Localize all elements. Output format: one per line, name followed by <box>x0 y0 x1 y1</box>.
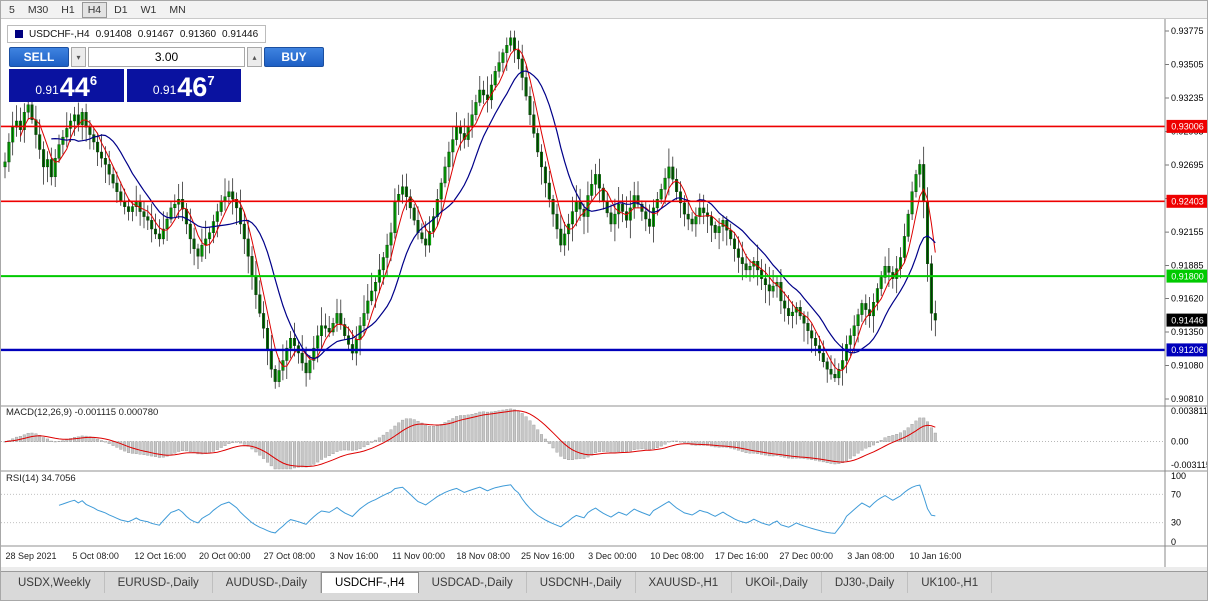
timeframe-button-m30[interactable]: M30 <box>27 3 49 16</box>
svg-text:10 Dec 08:00: 10 Dec 08:00 <box>650 551 704 561</box>
chart-tabs-bar: USDX,Weekly EURUSD-,Daily AUDUSD-,Daily USD… <box>1 571 1207 593</box>
buy-button[interactable]: BUY <box>264 47 324 67</box>
svg-text:10 Jan 16:00: 10 Jan 16:00 <box>909 551 961 561</box>
volume-decrease-button[interactable]: ▾ <box>71 47 86 67</box>
chart-tab[interactable]: UKOil-,Daily <box>732 572 822 593</box>
timeframe-button-mn[interactable]: MN <box>169 3 186 16</box>
svg-text:28 Sep 2021: 28 Sep 2021 <box>5 551 56 561</box>
svg-text:0.91080: 0.91080 <box>1171 361 1204 371</box>
sell-price-prefix: 0.91 <box>35 83 59 97</box>
svg-text:3 Jan 08:00: 3 Jan 08:00 <box>847 551 894 561</box>
one-click-trade-panel: SELL ▾ ▴ BUY 0.91 44 6 0.91 46 7 <box>9 47 324 102</box>
svg-text:0.90810: 0.90810 <box>1171 394 1204 404</box>
chart-tab[interactable]: EURUSD-,Daily <box>105 572 213 593</box>
chart-tab[interactable]: UK100-,H1 <box>908 572 993 593</box>
svg-text:0.91206: 0.91206 <box>1171 345 1204 355</box>
svg-text:0.93775: 0.93775 <box>1171 26 1204 36</box>
ohlc-open: 0.91408 <box>95 28 132 40</box>
status-bar <box>1 593 1207 600</box>
chart-tab[interactable]: XAUUSD-,H1 <box>636 572 733 593</box>
chart-ohlc-header: USDCHF-,H4 0.91408 0.91467 0.91360 0.914… <box>7 25 267 43</box>
chart-tab[interactable]: USDCAD-,Daily <box>419 572 527 593</box>
price-axis[interactable]: 0.937750.935050.932350.929650.926950.924… <box>1165 26 1208 547</box>
svg-text:18 Nov 08:00: 18 Nov 08:00 <box>456 551 510 561</box>
svg-text:0.93505: 0.93505 <box>1171 60 1204 70</box>
timeframe-button-h4[interactable]: H4 <box>81 1 108 18</box>
chart-bottom-gap <box>1 567 1207 571</box>
volume-increase-button[interactable]: ▴ <box>247 47 262 67</box>
chart-symbol-label: USDCHF-,H4 <box>29 28 90 40</box>
svg-text:0.93006: 0.93006 <box>1171 122 1204 132</box>
chevron-up-icon: ▴ <box>252 52 257 62</box>
svg-text:0.91620: 0.91620 <box>1171 294 1204 304</box>
svg-text:0.91885: 0.91885 <box>1171 261 1204 271</box>
svg-text:3 Dec 00:00: 3 Dec 00:00 <box>588 551 637 561</box>
chart-tab[interactable]: USDCHF-,H4 <box>320 572 419 593</box>
chart-tab[interactable]: AUDUSD-,Daily <box>213 572 321 593</box>
buy-price-big: 46 <box>177 72 208 102</box>
candlestick-series <box>3 30 937 389</box>
time-axis[interactable]: 28 Sep 2021 5 Oct 08:00 12 Oct 16:00 20 Oct… <box>5 551 961 561</box>
svg-text:0.91350: 0.91350 <box>1171 327 1204 337</box>
svg-text:0.91446: 0.91446 <box>1171 315 1204 325</box>
svg-text:3 Nov 16:00: 3 Nov 16:00 <box>330 551 379 561</box>
timeframe-button-w1[interactable]: W1 <box>140 3 157 16</box>
svg-text:17 Dec 16:00: 17 Dec 16:00 <box>715 551 769 561</box>
sell-price-pip: 6 <box>89 73 98 88</box>
svg-text:0.00: 0.00 <box>1171 437 1189 447</box>
svg-text:20 Oct 00:00: 20 Oct 00:00 <box>199 551 251 561</box>
svg-text:0.91800: 0.91800 <box>1171 271 1204 281</box>
volume-input[interactable] <box>88 47 245 67</box>
svg-text:0.92155: 0.92155 <box>1171 227 1204 237</box>
svg-text:0.92403: 0.92403 <box>1171 197 1204 207</box>
svg-text:0.93235: 0.93235 <box>1171 93 1204 103</box>
horizontal-level-lines <box>1 125 1165 352</box>
svg-text:-0.003115: -0.003115 <box>1171 460 1208 470</box>
chart-tab[interactable]: USDCNH-,Daily <box>527 572 636 593</box>
sell-quote-display[interactable]: 0.91 44 6 <box>9 69 124 102</box>
ohlc-low: 0.91360 <box>179 28 217 40</box>
symbol-color-swatch-icon <box>15 30 23 38</box>
rsi-pane <box>1 484 1165 534</box>
sell-price-big: 44 <box>59 72 90 102</box>
timeframe-toolbar: 5 M30 H1 H4 D1 W1 MN <box>1 1 1207 19</box>
timeframe-button-h1[interactable]: H1 <box>61 3 75 16</box>
buy-price-prefix: 0.91 <box>152 83 177 97</box>
svg-text:5 Oct 08:00: 5 Oct 08:00 <box>72 551 119 561</box>
svg-text:30: 30 <box>1171 518 1181 528</box>
svg-text:11 Nov 00:00: 11 Nov 00:00 <box>392 551 445 561</box>
chevron-down-icon: ▾ <box>76 52 81 62</box>
svg-text:12 Oct 16:00: 12 Oct 16:00 <box>134 551 186 561</box>
svg-text:27 Dec 00:00: 27 Dec 00:00 <box>779 551 833 561</box>
macd-pane <box>1 408 1165 470</box>
chart-tab[interactable]: USDX,Weekly <box>5 572 105 593</box>
moving-average-lines <box>19 48 936 372</box>
ohlc-close: 0.91446 <box>222 28 259 40</box>
timeframe-button-d1[interactable]: D1 <box>114 3 128 16</box>
svg-text:0.92695: 0.92695 <box>1171 160 1204 170</box>
svg-text:70: 70 <box>1171 489 1181 499</box>
ohlc-high: 0.91467 <box>137 28 174 40</box>
svg-text:100: 100 <box>1171 471 1186 481</box>
svg-text:0: 0 <box>1171 537 1176 547</box>
sell-button[interactable]: SELL <box>9 47 69 67</box>
timeframe-button-5[interactable]: 5 <box>9 3 15 16</box>
buy-price-pip: 7 <box>207 73 215 88</box>
buy-quote-display[interactable]: 0.91 46 7 <box>126 69 241 102</box>
svg-text:0.003811: 0.003811 <box>1171 406 1208 416</box>
svg-text:27 Oct 08:00: 27 Oct 08:00 <box>264 551 316 561</box>
svg-text:25 Nov 16:00: 25 Nov 16:00 <box>521 551 575 561</box>
chart-canvas[interactable]: 0.937750.935050.932350.929650.926950.924… <box>1 19 1208 567</box>
chart-tab[interactable]: DJ30-,Daily <box>822 572 909 593</box>
